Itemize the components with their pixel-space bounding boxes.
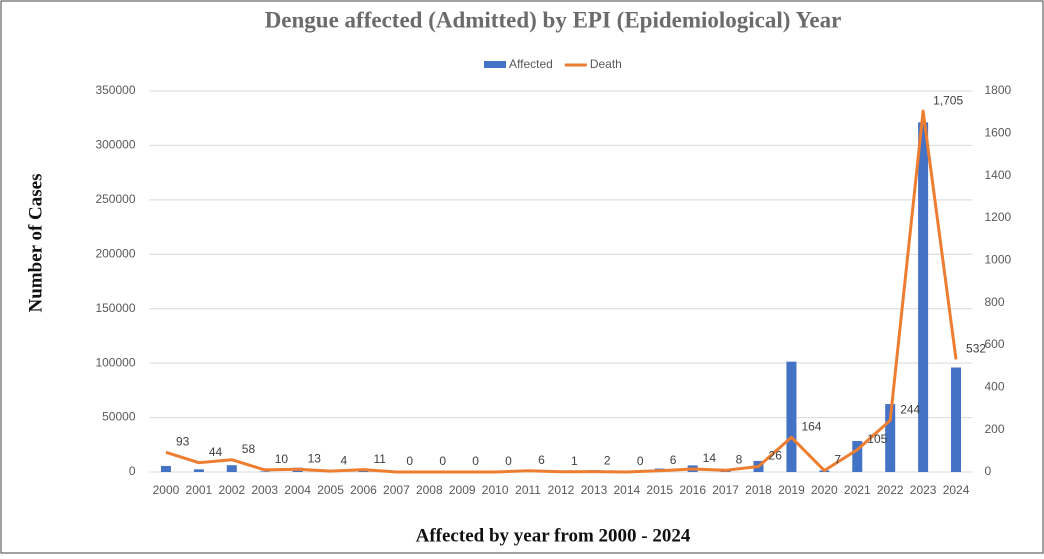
data-label: 10 bbox=[275, 452, 289, 466]
bar bbox=[161, 466, 171, 472]
chart-title: Dengue affected (Admitted) by EPI (Epide… bbox=[265, 7, 842, 32]
data-label: 6 bbox=[538, 453, 545, 467]
x-tick-label: 2002 bbox=[218, 483, 245, 497]
x-tick-label: 2009 bbox=[449, 483, 476, 497]
x-tick-label: 2016 bbox=[679, 483, 706, 497]
x-tick-label: 2010 bbox=[482, 483, 509, 497]
data-label: 7 bbox=[834, 453, 841, 467]
x-tick-label: 2021 bbox=[844, 483, 871, 497]
x-tick-label: 2001 bbox=[186, 483, 213, 497]
bar bbox=[260, 471, 270, 472]
y-tick-label: 150000 bbox=[95, 301, 135, 315]
data-label: 6 bbox=[670, 453, 677, 467]
data-label: 13 bbox=[308, 451, 322, 465]
data-label: 8 bbox=[736, 452, 743, 466]
y-tick-label: 300000 bbox=[95, 138, 135, 152]
x-tick-label: 2013 bbox=[581, 483, 608, 497]
x-tick-label: 2024 bbox=[943, 483, 970, 497]
x-tick-label: 2008 bbox=[416, 483, 443, 497]
data-label: 44 bbox=[209, 445, 223, 459]
y2-tick-label: 800 bbox=[985, 295, 1005, 309]
x-tick-label: 2011 bbox=[515, 483, 541, 497]
x-tick-label: 2006 bbox=[350, 483, 377, 497]
data-label: 0 bbox=[637, 454, 644, 468]
data-label: 164 bbox=[801, 419, 821, 433]
y2-tick-label: 1400 bbox=[985, 168, 1012, 182]
x-tick-label: 2012 bbox=[548, 483, 575, 497]
x-tick-label: 2017 bbox=[712, 483, 739, 497]
data-label: 0 bbox=[472, 454, 479, 468]
x-tick-label: 2023 bbox=[910, 483, 937, 497]
data-label: 93 bbox=[176, 434, 190, 448]
bar bbox=[786, 362, 796, 472]
data-label: 2 bbox=[604, 454, 611, 468]
x-tick-label: 2022 bbox=[877, 483, 904, 497]
x-tick-label: 2020 bbox=[811, 483, 838, 497]
data-label: 11 bbox=[373, 452, 386, 466]
y2-tick-label: 1800 bbox=[985, 83, 1012, 97]
x-axis-title: Affected by year from 2000 - 2024 bbox=[416, 525, 691, 546]
y-tick-label: 350000 bbox=[95, 83, 135, 97]
x-tick-label: 2000 bbox=[153, 483, 180, 497]
legend-label: Death bbox=[590, 57, 622, 71]
y-tick-label: 0 bbox=[129, 464, 136, 478]
legend-label: Affected bbox=[509, 57, 553, 71]
x-tick-label: 2005 bbox=[317, 483, 344, 497]
legend-swatch bbox=[484, 61, 506, 68]
x-tick-label: 2019 bbox=[778, 483, 805, 497]
y-axis-title: Number of Cases bbox=[25, 174, 46, 313]
y-tick-label: 250000 bbox=[95, 192, 135, 206]
data-label: 4 bbox=[341, 453, 348, 467]
y-tick-label: 200000 bbox=[95, 246, 135, 260]
y2-tick-label: 1600 bbox=[985, 126, 1012, 140]
y-tick-label: 50000 bbox=[102, 410, 136, 424]
data-label: 532 bbox=[966, 342, 986, 356]
data-label: 14 bbox=[703, 451, 717, 465]
data-label: 105 bbox=[867, 432, 887, 446]
x-tick-label: 2015 bbox=[646, 483, 673, 497]
data-label: 0 bbox=[505, 454, 512, 468]
data-label: 1,705 bbox=[933, 93, 963, 107]
y-tick-label: 100000 bbox=[95, 355, 135, 369]
data-label: 58 bbox=[242, 442, 256, 456]
x-tick-label: 2014 bbox=[613, 483, 640, 497]
x-tick-label: 2007 bbox=[383, 483, 410, 497]
y2-tick-label: 400 bbox=[985, 380, 1005, 394]
data-label: 0 bbox=[439, 454, 446, 468]
y2-tick-label: 0 bbox=[985, 464, 992, 478]
x-tick-label: 2003 bbox=[251, 483, 278, 497]
x-tick-label: 2004 bbox=[284, 483, 311, 497]
y2-tick-label: 1200 bbox=[985, 210, 1012, 224]
data-label: 26 bbox=[769, 449, 783, 463]
bar bbox=[194, 469, 204, 472]
y2-tick-label: 200 bbox=[985, 422, 1005, 436]
x-tick-label: 2018 bbox=[745, 483, 772, 497]
data-label: 244 bbox=[900, 403, 920, 417]
bar bbox=[227, 465, 237, 472]
y2-tick-label: 1000 bbox=[985, 253, 1012, 267]
bar bbox=[951, 367, 961, 472]
data-label: 0 bbox=[406, 454, 413, 468]
data-label: 1 bbox=[571, 454, 578, 468]
y2-tick-label: 600 bbox=[985, 337, 1005, 351]
bar bbox=[918, 122, 928, 472]
